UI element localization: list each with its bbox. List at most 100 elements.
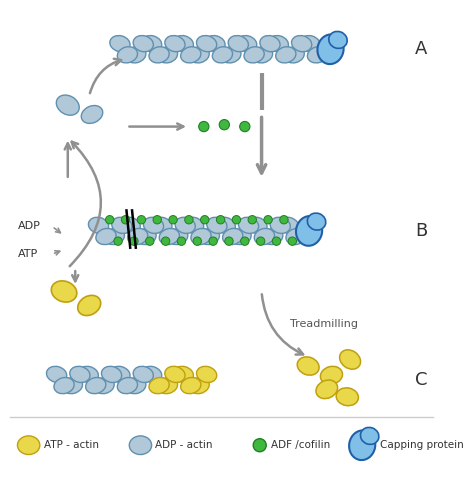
Ellipse shape	[286, 228, 306, 244]
Ellipse shape	[193, 237, 201, 245]
Ellipse shape	[114, 237, 122, 245]
Ellipse shape	[142, 36, 162, 52]
Ellipse shape	[157, 377, 178, 393]
Ellipse shape	[284, 47, 304, 63]
Ellipse shape	[268, 36, 289, 52]
Ellipse shape	[349, 431, 375, 460]
Ellipse shape	[228, 36, 248, 52]
Ellipse shape	[133, 366, 154, 382]
Ellipse shape	[221, 47, 241, 63]
Ellipse shape	[165, 36, 185, 52]
Ellipse shape	[307, 213, 326, 230]
Text: Capping protein: Capping protein	[380, 440, 464, 450]
Text: ADF /cofilin: ADF /cofilin	[271, 440, 330, 450]
Ellipse shape	[106, 216, 114, 224]
Ellipse shape	[110, 36, 130, 52]
Ellipse shape	[18, 436, 40, 454]
Ellipse shape	[237, 36, 257, 52]
Ellipse shape	[189, 47, 209, 63]
Ellipse shape	[175, 217, 195, 233]
Ellipse shape	[238, 217, 259, 233]
Ellipse shape	[126, 377, 146, 393]
Ellipse shape	[101, 366, 122, 382]
Ellipse shape	[252, 47, 273, 63]
Ellipse shape	[253, 439, 266, 452]
Ellipse shape	[241, 237, 249, 245]
Text: C: C	[415, 371, 428, 389]
Ellipse shape	[292, 36, 312, 52]
Ellipse shape	[300, 36, 320, 52]
Text: ADP - actin: ADP - actin	[155, 440, 213, 450]
Ellipse shape	[110, 366, 130, 382]
Ellipse shape	[279, 217, 299, 233]
Ellipse shape	[81, 106, 103, 123]
Ellipse shape	[173, 36, 193, 52]
Ellipse shape	[136, 228, 156, 244]
Ellipse shape	[117, 377, 137, 393]
Ellipse shape	[264, 216, 272, 224]
Ellipse shape	[329, 32, 347, 48]
Ellipse shape	[153, 216, 162, 224]
Text: B: B	[415, 222, 428, 240]
Ellipse shape	[197, 366, 217, 382]
Ellipse shape	[199, 121, 209, 131]
Text: ATP - actin: ATP - actin	[44, 440, 99, 450]
Ellipse shape	[205, 36, 225, 52]
Ellipse shape	[137, 216, 146, 224]
Ellipse shape	[316, 380, 337, 399]
Ellipse shape	[62, 377, 82, 393]
Ellipse shape	[320, 366, 343, 384]
Ellipse shape	[144, 217, 164, 233]
Ellipse shape	[256, 237, 265, 245]
Ellipse shape	[126, 47, 146, 63]
Text: ATP: ATP	[18, 249, 38, 259]
Ellipse shape	[146, 237, 154, 245]
Ellipse shape	[219, 120, 229, 130]
Ellipse shape	[209, 237, 217, 245]
Ellipse shape	[117, 47, 137, 63]
Ellipse shape	[339, 350, 361, 369]
Ellipse shape	[212, 47, 233, 63]
Ellipse shape	[104, 228, 125, 244]
Ellipse shape	[120, 217, 140, 233]
Ellipse shape	[207, 217, 227, 233]
Ellipse shape	[260, 36, 280, 52]
Ellipse shape	[199, 228, 219, 244]
Ellipse shape	[280, 216, 288, 224]
Ellipse shape	[89, 217, 109, 233]
Ellipse shape	[263, 228, 283, 244]
Ellipse shape	[189, 377, 209, 393]
Ellipse shape	[201, 216, 209, 224]
Ellipse shape	[181, 47, 201, 63]
Ellipse shape	[133, 36, 154, 52]
Ellipse shape	[232, 216, 241, 224]
Ellipse shape	[96, 228, 116, 244]
Ellipse shape	[159, 228, 180, 244]
Ellipse shape	[173, 366, 193, 382]
Ellipse shape	[129, 436, 152, 454]
Ellipse shape	[94, 377, 114, 393]
Ellipse shape	[177, 237, 186, 245]
Ellipse shape	[185, 216, 193, 224]
Ellipse shape	[270, 217, 290, 233]
Ellipse shape	[56, 95, 79, 115]
Ellipse shape	[70, 366, 90, 382]
Ellipse shape	[360, 428, 379, 445]
Ellipse shape	[149, 47, 169, 63]
Ellipse shape	[297, 357, 319, 375]
Ellipse shape	[276, 47, 296, 63]
Ellipse shape	[130, 237, 138, 245]
Ellipse shape	[248, 216, 256, 224]
Ellipse shape	[51, 281, 77, 302]
Ellipse shape	[86, 377, 106, 393]
Ellipse shape	[78, 366, 99, 382]
Text: Treadmilling: Treadmilling	[290, 319, 357, 329]
Ellipse shape	[197, 36, 217, 52]
Ellipse shape	[254, 228, 274, 244]
Ellipse shape	[168, 228, 188, 244]
Ellipse shape	[149, 377, 169, 393]
Ellipse shape	[152, 217, 172, 233]
Ellipse shape	[121, 216, 130, 224]
Ellipse shape	[78, 296, 100, 316]
Ellipse shape	[336, 388, 358, 406]
